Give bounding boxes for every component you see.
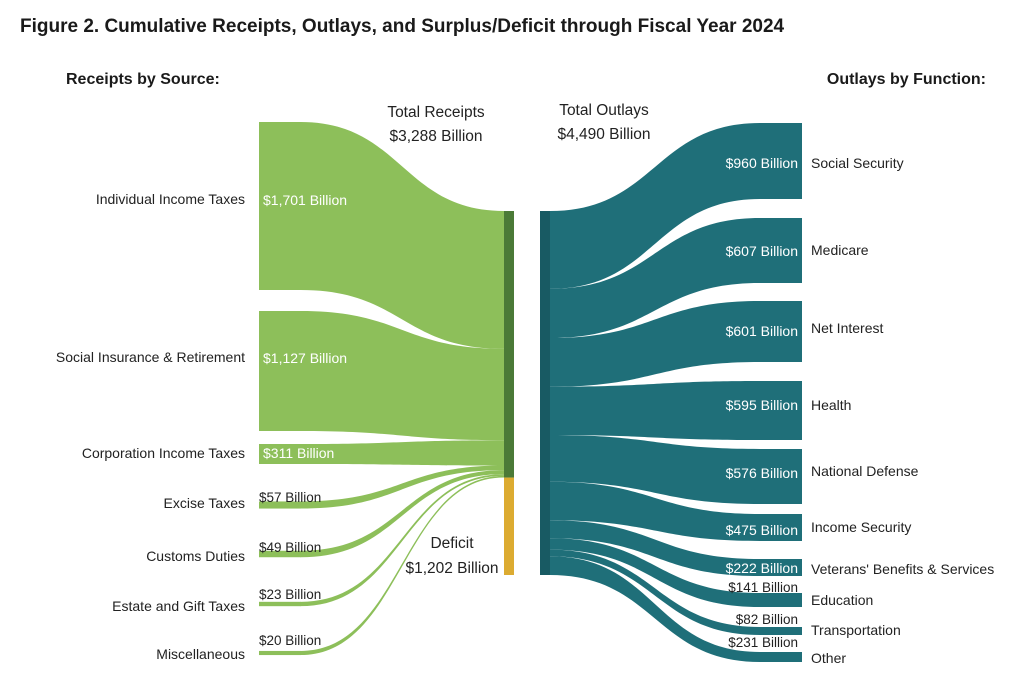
outlay-flow-national-defense (550, 434, 760, 504)
receipt-value-miscellaneous: $20 Billion (259, 633, 321, 648)
outlay-label-social-security: Social Security (811, 155, 904, 171)
outlay-label-veterans-benefits-and-services: Veterans' Benefits & Services (811, 561, 994, 577)
outlay-flow-income-security (550, 481, 760, 541)
receipts-heading: Receipts by Source: (66, 71, 220, 88)
receipt-flow-customs-duties (300, 470, 504, 558)
outlay-value-medicare: $607 Billion (726, 243, 798, 259)
deficit-bar (504, 477, 514, 575)
receipt-label-estate-and-gift-taxes: Estate and Gift Taxes (112, 598, 245, 614)
outlays-heading: Outlays by Function: (827, 71, 986, 88)
receipt-flow-individual-income-taxes (300, 122, 504, 349)
outlay-node-medicare (760, 218, 802, 283)
outlay-node-health (760, 381, 802, 440)
outlay-value-income-security: $475 Billion (726, 522, 798, 538)
outlay-label-national-defense: National Defense (811, 463, 919, 479)
outlay-value-education: $141 Billion (728, 580, 798, 595)
total-receipts-label: Total Receipts (387, 104, 485, 121)
receipt-label-excise-taxes: Excise Taxes (164, 495, 245, 511)
receipt-value-excise-taxes: $57 Billion (259, 490, 321, 505)
outlay-value-veterans-benefits-and-services: $222 Billion (726, 560, 798, 576)
outlay-flow-veterans-benefits-and-services (550, 520, 760, 576)
outlay-flow-health (550, 381, 760, 440)
total-outlays-bar (540, 211, 550, 575)
outlay-label-other: Other (811, 650, 846, 666)
outlay-label-net-interest: Net Interest (811, 320, 883, 336)
outlay-label-education: Education (811, 592, 873, 608)
outlay-value-social-security: $960 Billion (726, 155, 798, 171)
receipt-label-social-insurance-and-retirement: Social Insurance & Retirement (56, 349, 245, 365)
outlay-node-education (760, 593, 802, 607)
receipt-node-social-insurance-and-retirement (259, 311, 301, 431)
receipt-node-miscellaneous (259, 650, 301, 656)
outlay-flow-transportation (550, 549, 760, 635)
outlay-node-income-security (760, 514, 802, 541)
outlay-flow-other (550, 556, 760, 662)
receipt-node-individual-income-taxes (259, 122, 301, 290)
outlay-node-net-interest (760, 301, 802, 362)
receipt-label-individual-income-taxes: Individual Income Taxes (96, 191, 245, 207)
receipt-value-social-insurance-and-retirement: $1,127 Billion (263, 350, 347, 366)
receipt-flow-social-insurance-and-retirement (300, 311, 504, 441)
total-receipts-bar (504, 211, 514, 478)
receipt-flow-excise-taxes (300, 465, 504, 509)
outlay-flow-net-interest (550, 301, 760, 387)
receipt-value-customs-duties: $49 Billion (259, 540, 321, 555)
outlay-flow-medicare (550, 218, 760, 339)
outlay-value-net-interest: $601 Billion (726, 323, 798, 339)
outlay-node-social-security (760, 123, 802, 199)
receipt-value-corporation-income-taxes: $311 Billion (263, 445, 334, 461)
receipt-node-corporation-income-taxes (259, 444, 301, 464)
outlay-value-other: $231 Billion (728, 635, 798, 650)
outlay-value-national-defense: $576 Billion (726, 465, 798, 481)
receipt-label-miscellaneous: Miscellaneous (156, 646, 245, 662)
total-outlays-label: Total Outlays (559, 102, 649, 119)
deficit-value: $1,202 Billion (405, 560, 498, 577)
outlay-label-income-security: Income Security (811, 519, 911, 535)
outlay-flow-social-security (550, 123, 760, 289)
deficit-label: Deficit (430, 535, 474, 552)
outlay-node-transportation (760, 627, 802, 635)
outlay-node-other (760, 652, 802, 662)
receipt-value-individual-income-taxes: $1,701 Billion (263, 192, 347, 208)
receipt-flow-miscellaneous (300, 475, 504, 656)
outlay-value-transportation: $82 Billion (736, 612, 798, 627)
receipt-flow-corporation-income-taxes (300, 440, 504, 466)
outlay-node-veterans-benefits-and-services (760, 559, 802, 576)
outlay-label-transportation: Transportation (811, 622, 901, 638)
total-outlays-value: $4,490 Billion (557, 126, 650, 143)
receipt-flow-estate-and-gift-taxes (300, 474, 504, 607)
outlay-flow-education (550, 538, 760, 607)
outlay-value-health: $595 Billion (726, 397, 798, 413)
outlay-label-medicare: Medicare (811, 242, 869, 258)
receipt-node-customs-duties (259, 550, 301, 558)
figure-title: Figure 2. Cumulative Receipts, Outlays, … (20, 16, 785, 37)
receipt-label-corporation-income-taxes: Corporation Income Taxes (82, 445, 245, 461)
outlay-node-national-defense (760, 449, 802, 504)
outlay-label-health: Health (811, 397, 851, 413)
receipt-node-estate-and-gift-taxes (259, 601, 301, 607)
receipt-node-excise-taxes (259, 501, 301, 509)
receipt-value-estate-and-gift-taxes: $23 Billion (259, 587, 321, 602)
total-receipts-value: $3,288 Billion (389, 128, 482, 145)
receipt-label-customs-duties: Customs Duties (146, 548, 245, 564)
